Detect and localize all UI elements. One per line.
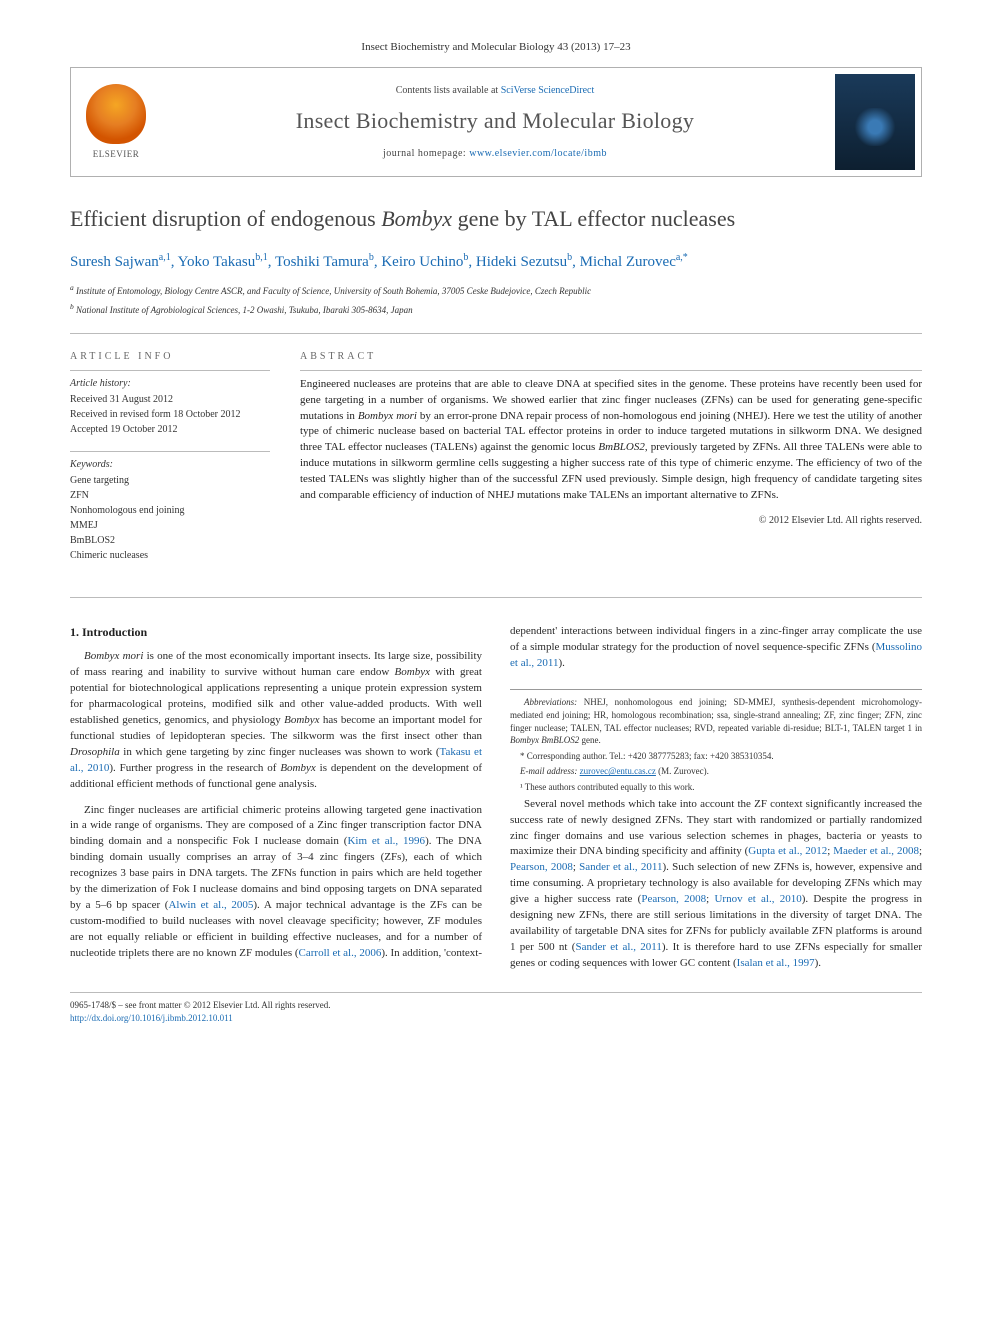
title-pre: Efficient disruption of endogenous [70,206,381,231]
elsevier-logo: ELSEVIER [71,68,161,176]
footnotes: Abbreviations: NHEJ, nonhomologous end j… [510,689,922,793]
abstract-copyright: © 2012 Elsevier Ltd. All rights reserved… [300,514,922,528]
title-italic: Bombyx [381,206,452,231]
journal-header: ELSEVIER Contents lists available at Sci… [70,67,922,177]
journal-name: Insect Biochemistry and Molecular Biolog… [296,106,694,137]
issn-line: 0965-1748/$ – see front matter © 2012 El… [70,999,922,1012]
doi-link[interactable]: http://dx.doi.org/10.1016/j.ibmb.2012.10… [70,1013,233,1023]
contents-prefix: Contents lists available at [396,85,501,96]
article-info-heading: ARTICLE INFO [70,350,270,364]
keyword: Gene targeting [70,474,270,488]
keyword: BmBLOS2 [70,534,270,548]
homepage-prefix: journal homepage: [383,148,469,159]
affiliation-a: a Institute of Entomology, Biology Centr… [70,283,922,298]
article-info-column: ARTICLE INFO Article history: Received 3… [70,350,270,577]
keyword: MMEJ [70,519,270,533]
body-paragraph: Several novel methods which take into ac… [510,797,922,972]
contents-available: Contents lists available at SciVerse Sci… [396,84,595,98]
title-post: gene by TAL effector nucleases [452,206,735,231]
keyword: Chimeric nucleases [70,549,270,563]
keyword: Nonhomologous end joining [70,504,270,518]
email-line: E-mail address: zurovec@entu.cas.cz (M. … [510,765,922,778]
article-history: Article history: Received 31 August 2012… [70,370,270,437]
abstract-text: Engineered nucleases are proteins that a… [300,370,922,505]
body-paragraph: Bombyx mori is one of the most economica… [70,649,482,792]
journal-cover-thumbnail [835,74,915,170]
history-label: Article history: [70,377,270,391]
article-title: Efficient disruption of endogenous Bomby… [70,205,922,234]
accepted-date: Accepted 19 October 2012 [70,423,270,437]
footer: 0965-1748/$ – see front matter © 2012 El… [70,992,922,1024]
section-heading: 1. Introduction [70,624,482,641]
citation-line: Insect Biochemistry and Molecular Biolog… [70,40,922,55]
publisher-name: ELSEVIER [93,148,140,161]
received-date: Received 31 August 2012 [70,393,270,407]
abstract-heading: ABSTRACT [300,350,922,364]
homepage-link[interactable]: www.elsevier.com/locate/ibmb [469,148,607,159]
body-content: 1. Introduction Bombyx mori is one of th… [70,624,922,972]
header-center: Contents lists available at SciVerse Sci… [161,68,829,176]
divider [70,597,922,598]
email-link[interactable]: zurovec@entu.cas.cz [580,766,656,776]
homepage-line: journal homepage: www.elsevier.com/locat… [383,147,607,161]
authors-list: Suresh Sajwana,1, Yoko Takasub,1, Toshik… [70,250,922,274]
elsevier-tree-icon [86,84,146,144]
revised-date: Received in revised form 18 October 2012 [70,408,270,422]
corresponding-author: * Corresponding author. Tel.: +420 38777… [510,750,922,763]
abstract-column: ABSTRACT Engineered nucleases are protei… [300,350,922,577]
equal-contribution: ¹ These authors contributed equally to t… [510,781,922,794]
divider [70,333,922,334]
keywords-label: Keywords: [70,458,270,472]
sciencedirect-link[interactable]: SciVerse ScienceDirect [501,85,595,96]
keywords-block: Keywords: Gene targeting ZFN Nonhomologo… [70,451,270,563]
affiliation-b: b National Institute of Agrobiological S… [70,302,922,317]
abbreviations: Abbreviations: NHEJ, nonhomologous end j… [510,696,922,746]
keyword: ZFN [70,489,270,503]
